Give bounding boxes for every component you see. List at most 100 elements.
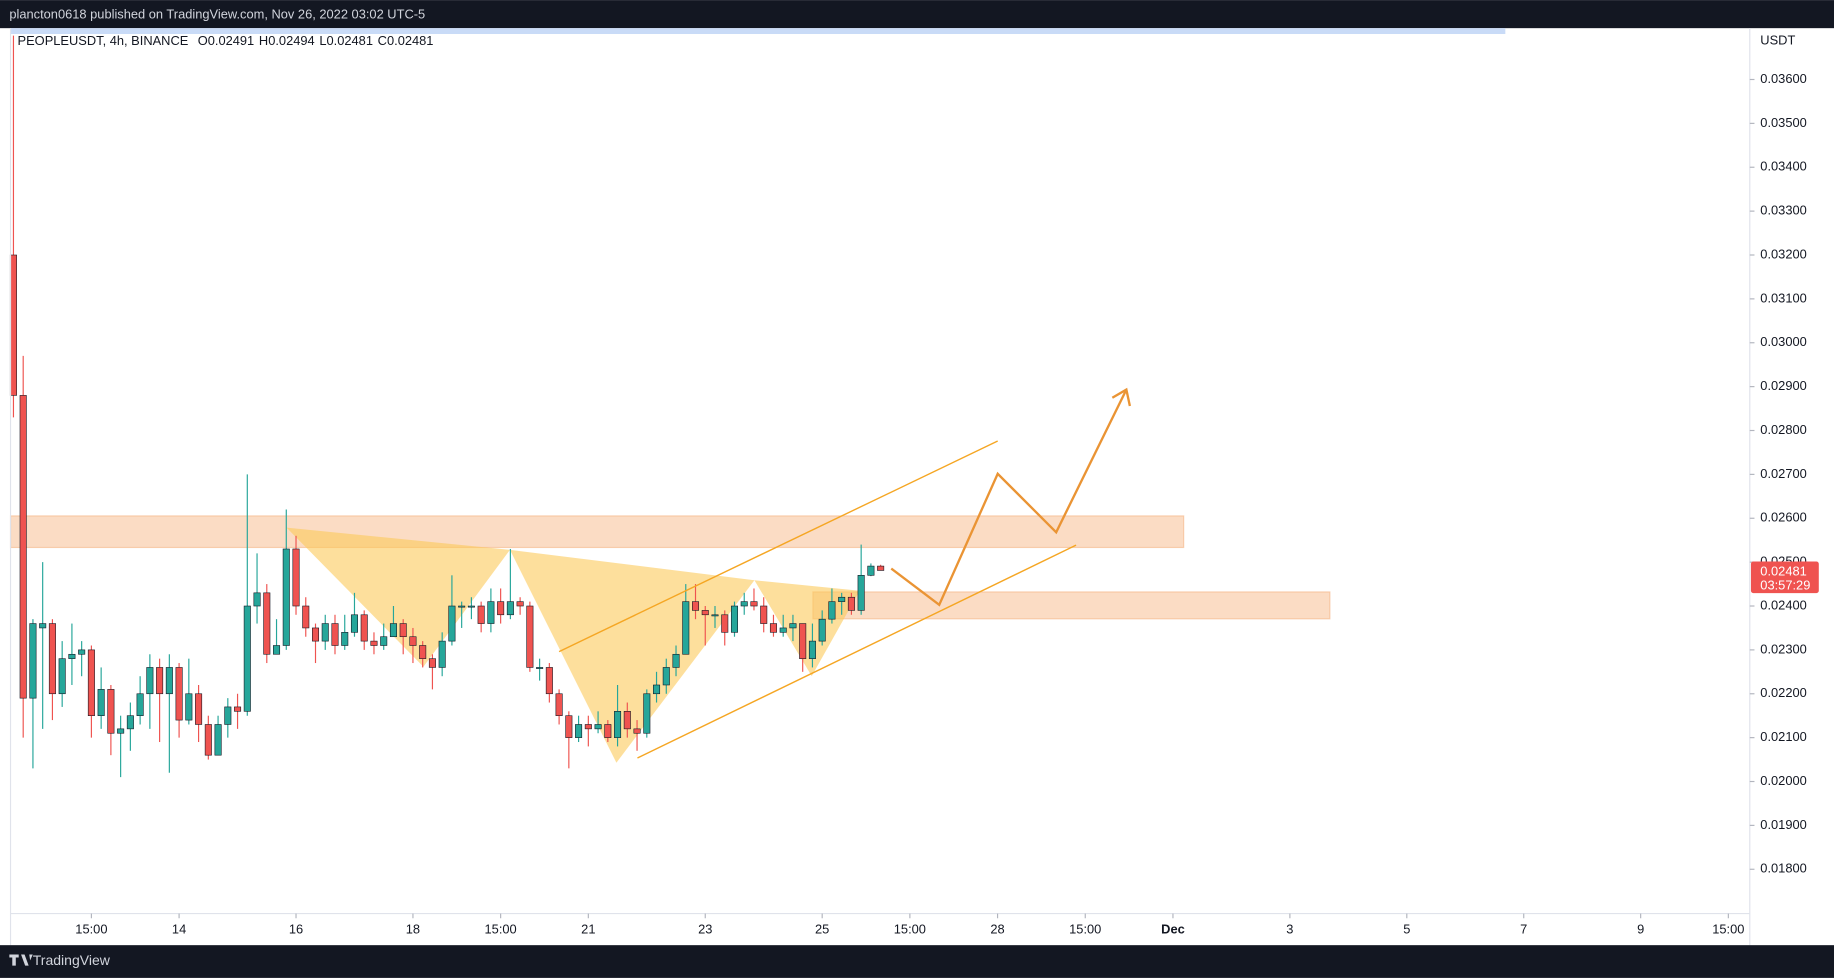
candle-body [614,711,622,738]
y-tick-label: 0.01900 [1760,817,1806,832]
candle-body [107,689,115,734]
candle-body [497,601,505,616]
candle-body [633,728,641,734]
candle-body [682,601,690,655]
projection-arrow [890,389,1128,607]
candle-body [185,693,193,721]
x-tick-label: 14 [172,921,186,936]
pattern-left-shoulder [286,527,510,667]
legend-field: L [319,34,326,49]
y-tick-label: 0.02000 [1760,773,1806,788]
candle-body [195,693,203,725]
legend: PEOPLEUSDT, 4h, BINANCE O0.02491 H0.02494 L… [18,34,434,49]
candle-body [273,645,281,655]
candle-body [818,618,826,642]
candle-body [536,667,544,669]
x-tick-label: 15:00 [485,921,517,936]
candle-body [117,728,125,734]
candle-body [214,724,222,756]
candle-body [428,658,436,668]
legend-field: O [198,34,208,49]
x-tick-label: 21 [581,921,595,936]
last-price-label: 0.02481 [1760,563,1806,578]
candle-body [672,653,680,668]
candle-body [302,605,310,629]
x-tick-label: 15:00 [894,921,926,936]
candle-body [68,653,76,659]
legend-value: 0.02494 [268,34,314,49]
candle-body [789,623,797,629]
candle-body [389,623,397,638]
candle-body [419,645,427,659]
candle-body [565,715,573,738]
candle-body [760,605,768,624]
candle-body [877,565,885,571]
candle-body [370,640,378,646]
candle-body [282,548,290,646]
x-tick-label: 5 [1403,921,1410,936]
candle-body [692,601,700,611]
candle-body [253,592,261,607]
candle-body [555,693,563,716]
x-tick-label: 3 [1286,921,1293,936]
candle-body [711,614,719,617]
candle-body [234,706,242,712]
candle-body [87,649,95,716]
legend-symbol: PEOPLEUSDT, 4h, BINANCE [18,34,189,49]
countdown: 03:57:29 [1760,577,1810,592]
x-tick-label: 23 [698,921,712,936]
candle-body [146,667,154,695]
y-ticks: 0.01800 0.01900 0.02000 0.02100 0.02200 0.023… [1749,71,1807,876]
candle-body [847,596,855,611]
y-tick-label: 0.02900 [1760,378,1806,393]
candle-body [594,724,602,730]
x-tick-label: 16 [289,921,303,936]
candle-body [263,592,271,655]
candle-body [526,605,534,668]
candle-body [857,575,865,611]
y-tick-label: 0.03000 [1760,334,1806,349]
x-tick-label: 28 [990,921,1004,936]
candle-body [487,601,495,624]
candle-body [799,623,807,659]
y-tick-label: 0.03400 [1760,159,1806,174]
candle-body [204,724,212,756]
candle-body [350,614,358,633]
support-zone [812,591,1331,620]
header-bar [0,0,1834,29]
y-tick-label: 0.02400 [1760,597,1806,612]
candle-body [653,684,661,695]
candle-body [808,640,816,659]
y-tick-label: 0.03300 [1760,203,1806,218]
candle-body [224,706,232,725]
candle-body [136,693,144,716]
x-tick-label: 7 [1520,921,1527,936]
y-tick-label: 0.03500 [1760,115,1806,130]
last-price-box [1750,561,1819,594]
channel-lower [637,544,1077,759]
candle-body [58,658,66,695]
y-tick-label: 0.01800 [1760,861,1806,876]
y-tick-label: 0.02700 [1760,466,1806,481]
candle-body [97,689,105,716]
candle-body [779,627,787,633]
candle-body [867,565,875,576]
legend-value: 0.02481 [387,34,433,49]
candle-body [438,640,446,668]
candle-body [458,605,466,608]
x-tick-label: 15:00 [75,921,107,936]
candle-body [78,649,86,655]
candle-body [311,627,320,642]
y-tick-label: 0.03200 [1760,246,1806,261]
x-tick-label: 18 [406,921,420,936]
candle-body [545,667,553,695]
footer-bar [0,945,1834,978]
candle-body [575,724,583,738]
header-text: plancton0618 published on TradingView.co… [9,7,425,22]
candle-body [769,623,777,633]
resistance-zone [9,515,1185,549]
candle-body [750,601,758,607]
y-tick-label: 0.02800 [1760,422,1806,437]
logo-icon [9,954,33,966]
